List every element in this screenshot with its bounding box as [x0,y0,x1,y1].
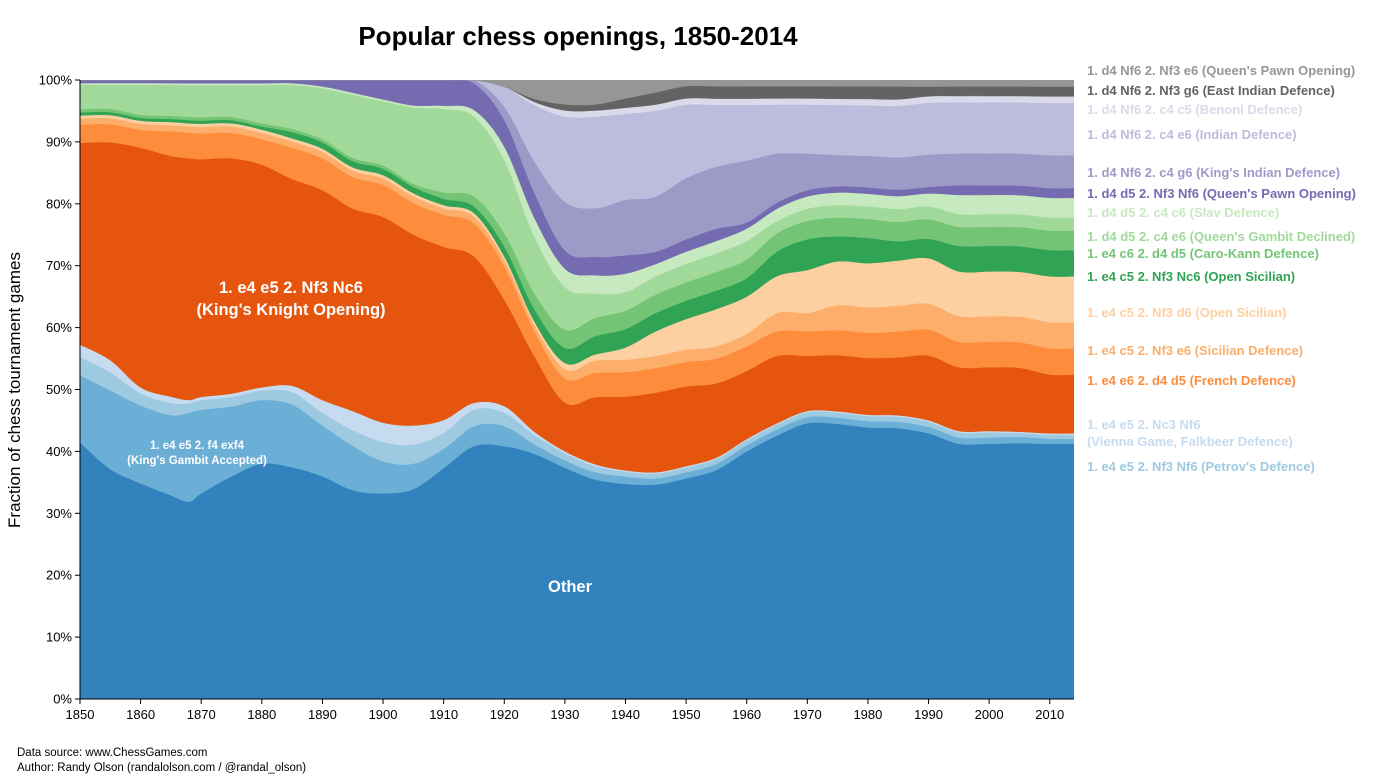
area-annotation: 1. e4 e5 2. Nf3 Nc6 (King's Knight Openin… [196,279,385,319]
x-tick-label: 1990 [914,707,943,722]
x-tick-label: 2000 [975,707,1004,722]
legend-item-1-e4-e5-2-nc3-nf6-vienna-game-falkbeer-defence: 1. e4 e5 2. Nc3 Nf6 (Vienna Game, Falkbee… [1087,417,1293,449]
legend-item-1-d4-nf6-2-nf3-e6-queen-s-pawn-opening: 1. d4 Nf6 2. Nf3 e6 (Queen's Pawn Openin… [1087,63,1355,78]
y-tick-label: 50% [46,382,72,397]
area-1-d4-nf6-2-c4-e6-indian-defence [80,80,1074,209]
y-tick-label: 90% [46,134,72,149]
legend-item-1-d4-nf6-2-c4-g6-king-s-indian-defence: 1. d4 Nf6 2. c4 g6 (King's Indian Defenc… [1087,165,1340,180]
axes-group: 0% 10% 20% 30% 40% 50% 60% 70% 80% 90% 100% 1850 186… [39,73,1074,722]
legend-item-1-e4-e5-2-nf3-nf6-petrov-s-defence: 1. e4 e5 2. Nf3 Nf6 (Petrov's Defence) [1087,459,1315,474]
legend-item-1-d4-nf6-2-c4-c5-benoni-defence: 1. d4 Nf6 2. c4 c5 (Benoni Defence) [1087,102,1302,117]
legend-item-1-d4-d5-2-nf3-nf6-queen-s-pawn-opening: 1. d4 d5 2. Nf3 Nf6 (Queen's Pawn Openin… [1087,186,1356,201]
x-tick-label: 1880 [247,707,276,722]
x-tick-label: 1940 [611,707,640,722]
legend-item-1-d4-nf6-2-c4-e6-indian-defence: 1. d4 Nf6 2. c4 e6 (Indian Defence) [1087,127,1297,142]
area-1-d4-nf6-2-nf3-e6-queen-s-pawn-opening [80,80,1074,106]
footer-source: Data source: www.ChessGames.com [17,747,207,759]
legend-item-1-e4-c5-2-nf3-nc6-open-sicilian: 1. e4 c5 2. Nf3 Nc6 (Open Sicilian) [1087,269,1295,284]
legend-item-1-d4-d5-2-c4-c6-slav-defence: 1. d4 d5 2. c4 c6 (Slav Defence) [1087,205,1279,220]
legend-item-1-e4-c5-2-nf3-e6-sicilian-defence: 1. e4 c5 2. Nf3 e6 (Sicilian Defence) [1087,343,1303,358]
area-1-d4-nf6-2-nf3-g6-east-indian-defence [80,80,1074,112]
x-tick-label: 1850 [66,707,95,722]
y-tick-label: 60% [46,320,72,335]
legend-item-1-e4-e6-2-d4-d5-french-defence: 1. e4 e6 2. d4 d5 (French Defence) [1087,373,1296,388]
x-tick-label: 1870 [187,707,216,722]
legend-item-1-d4-d5-2-c4-e6-queen-s-gambit-declined: 1. d4 d5 2. c4 e6 (Queen's Gambit Declin… [1087,229,1355,244]
x-tick-label: 1860 [126,707,155,722]
x-tick-label: 1890 [308,707,337,722]
area-series-group [80,80,1074,699]
x-tick-label: 1910 [429,707,458,722]
x-tick-label: 1900 [369,707,398,722]
x-tick-label: 2010 [1035,707,1064,722]
legend: 1. d4 Nf6 2. Nf3 e6 (Queen's Pawn Openin… [1087,63,1356,474]
y-tick-label: 40% [46,444,72,459]
y-tick-label: 80% [46,196,72,211]
y-tick-label: 30% [46,506,72,521]
x-tick-label: 1950 [672,707,701,722]
x-tick-label: 1970 [793,707,822,722]
x-tick-label: 1920 [490,707,519,722]
y-tick-label: 0% [53,692,72,707]
annotations-group: 1. e4 e5 2. Nf3 Nc6 (King's Knight Openin… [127,279,592,596]
x-tick-label: 1980 [853,707,882,722]
y-tick-label: 10% [46,630,72,645]
area-1-d4-nf6-2-c4-g6-king-s-indian-defence [80,80,1074,258]
x-tick-label: 1960 [732,707,761,722]
x-tick-label: 1930 [550,707,579,722]
legend-item-1-d4-nf6-2-nf3-g6-east-indian-defence: 1. d4 Nf6 2. Nf3 g6 (East Indian Defence… [1087,83,1335,98]
y-tick-label: 100% [39,73,73,88]
y-tick-label: 20% [46,568,72,583]
area-annotation: Other [548,578,593,596]
y-tick-label: 70% [46,258,72,273]
area-annotation: 1. e4 e5 2. f4 exf4 (King's Gambit Accept… [127,440,267,467]
area-1-d4-d5-2-nf3-nf6-queen-s-pawn-opening [80,80,1074,276]
footer-author: Author: Randy Olson (randalolson.com / @… [17,762,306,774]
y-axis-label: Fraction of chess tournament games [5,252,24,528]
chart-title: Popular chess openings, 1850-2014 [358,21,798,51]
legend-item-1-e4-c6-2-d4-d5-caro-kann-defence: 1. e4 c6 2. d4 d5 (Caro-Kann Defence) [1087,246,1319,261]
legend-item-1-e4-c5-2-nf3-d6-open-sicilian: 1. e4 c5 2. Nf3 d6 (Open Sicilian) [1087,305,1286,320]
